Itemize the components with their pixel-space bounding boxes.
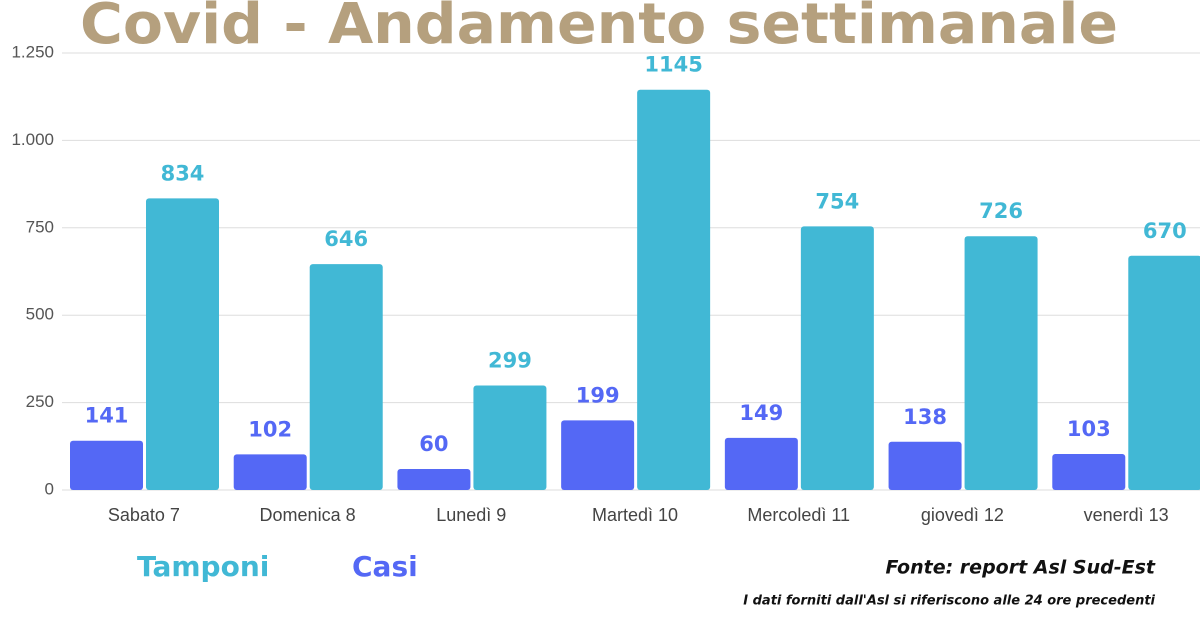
value-label: 834 xyxy=(161,161,205,185)
bar xyxy=(724,437,798,490)
y-tick-label: 0 xyxy=(45,479,54,498)
bar xyxy=(309,264,383,490)
bar xyxy=(561,420,635,490)
legend-entry: Casi xyxy=(352,550,418,583)
y-tick-label: 500 xyxy=(26,305,54,324)
value-label: 60 xyxy=(419,432,448,456)
y-tick-label: 750 xyxy=(26,217,54,236)
bar xyxy=(473,385,547,490)
value-label: 102 xyxy=(248,417,292,441)
y-tick-label: 1.000 xyxy=(11,130,54,149)
value-label: 138 xyxy=(903,405,947,429)
bar xyxy=(70,440,143,490)
bar xyxy=(800,226,874,490)
value-label: 646 xyxy=(324,227,368,251)
y-tick-label: 1.250 xyxy=(11,42,54,61)
value-label: 1145 xyxy=(644,53,702,77)
x-tick-label: Martedì 10 xyxy=(592,505,678,525)
bar xyxy=(233,454,307,490)
note: I dati forniti dall'Asl si riferiscono a… xyxy=(743,594,1155,609)
bar xyxy=(888,441,962,490)
x-tick-label: Sabato 7 xyxy=(108,505,180,525)
x-tick-label: giovedì 12 xyxy=(921,505,1004,525)
value-label: 103 xyxy=(1067,417,1111,441)
source: Fonte: report Asl Sud-Est xyxy=(886,557,1156,579)
value-label: 141 xyxy=(85,404,129,428)
value-label: 754 xyxy=(815,189,859,213)
x-tick-label: venerdì 13 xyxy=(1084,505,1169,525)
bar xyxy=(1128,255,1200,490)
x-tick-label: Lunedì 9 xyxy=(436,505,506,525)
x-tick-label: Mercoledì 11 xyxy=(747,505,850,525)
bar xyxy=(964,236,1038,490)
x-tick-label: Domenica 8 xyxy=(260,505,356,525)
value-label: 149 xyxy=(739,401,783,425)
chart-title: Covid - Andamento settimanale xyxy=(80,0,1118,57)
y-tick-label: 250 xyxy=(26,392,54,411)
bar xyxy=(637,89,711,490)
value-label: 299 xyxy=(488,348,532,372)
legend-entry: Tamponi xyxy=(137,550,269,583)
bar xyxy=(146,198,219,490)
value-label: 670 xyxy=(1143,219,1187,243)
bar xyxy=(1052,453,1126,490)
bar xyxy=(397,469,471,490)
value-label: 726 xyxy=(979,199,1023,223)
value-label: 199 xyxy=(576,383,620,407)
